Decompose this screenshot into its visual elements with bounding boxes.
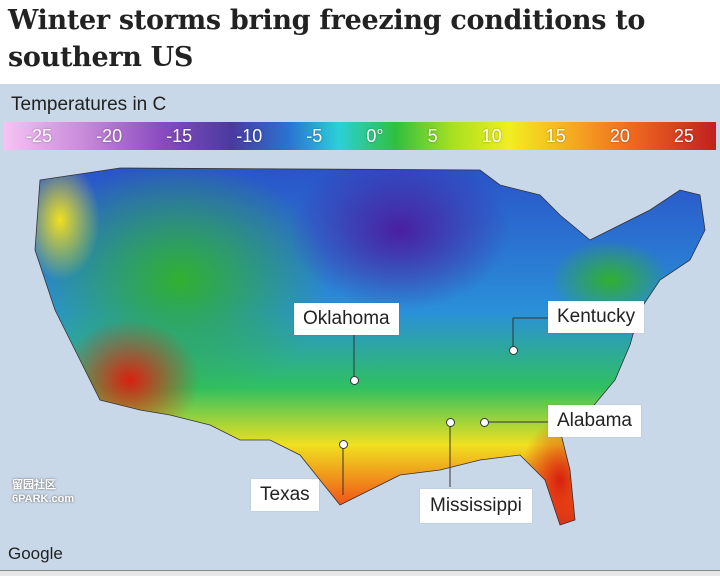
- legend-tick: -15: [166, 125, 193, 146]
- watermark: 留园社区 6PARK.com: [12, 479, 75, 505]
- us-outline: [34, 167, 706, 526]
- legend-tick: -5: [306, 125, 323, 146]
- legend-tick: 25: [673, 125, 694, 146]
- legend-tick: -20: [96, 125, 123, 146]
- label-alabama: Alabama: [548, 405, 641, 437]
- legend-tick: 10: [481, 125, 502, 146]
- legend-title: Temperatures in C: [11, 94, 167, 115]
- temperature-field: [35, 168, 705, 525]
- legend-tick: 0°: [366, 125, 384, 146]
- mississippi-marker: [446, 418, 455, 427]
- label-texas: Texas: [251, 479, 319, 511]
- texas-marker: [339, 440, 348, 449]
- temperature-legend-bar: -25 -20 -15 -10 -5 0° 5 10 15 20 25: [4, 122, 716, 150]
- google-attribution: Google: [8, 544, 63, 563]
- legend-tick: 15: [545, 125, 566, 146]
- legend-tick: -25: [26, 125, 53, 146]
- legend-tick: 20: [609, 125, 630, 146]
- temperature-map: [0, 84, 720, 570]
- label-mississippi: Mississippi: [420, 489, 532, 523]
- legend-tick: 5: [427, 125, 438, 146]
- alabama-marker: [480, 418, 489, 427]
- label-oklahoma: Oklahoma: [294, 303, 399, 335]
- us-temperature-map: [34, 167, 706, 526]
- kentucky-marker: [509, 346, 518, 355]
- bottom-divider: [0, 570, 720, 576]
- chart-title: Winter storms bring freezing conditions …: [8, 5, 646, 73]
- legend-tick: -10: [236, 125, 263, 146]
- label-kentucky: Kentucky: [548, 301, 645, 333]
- oklahoma-marker: [350, 376, 359, 385]
